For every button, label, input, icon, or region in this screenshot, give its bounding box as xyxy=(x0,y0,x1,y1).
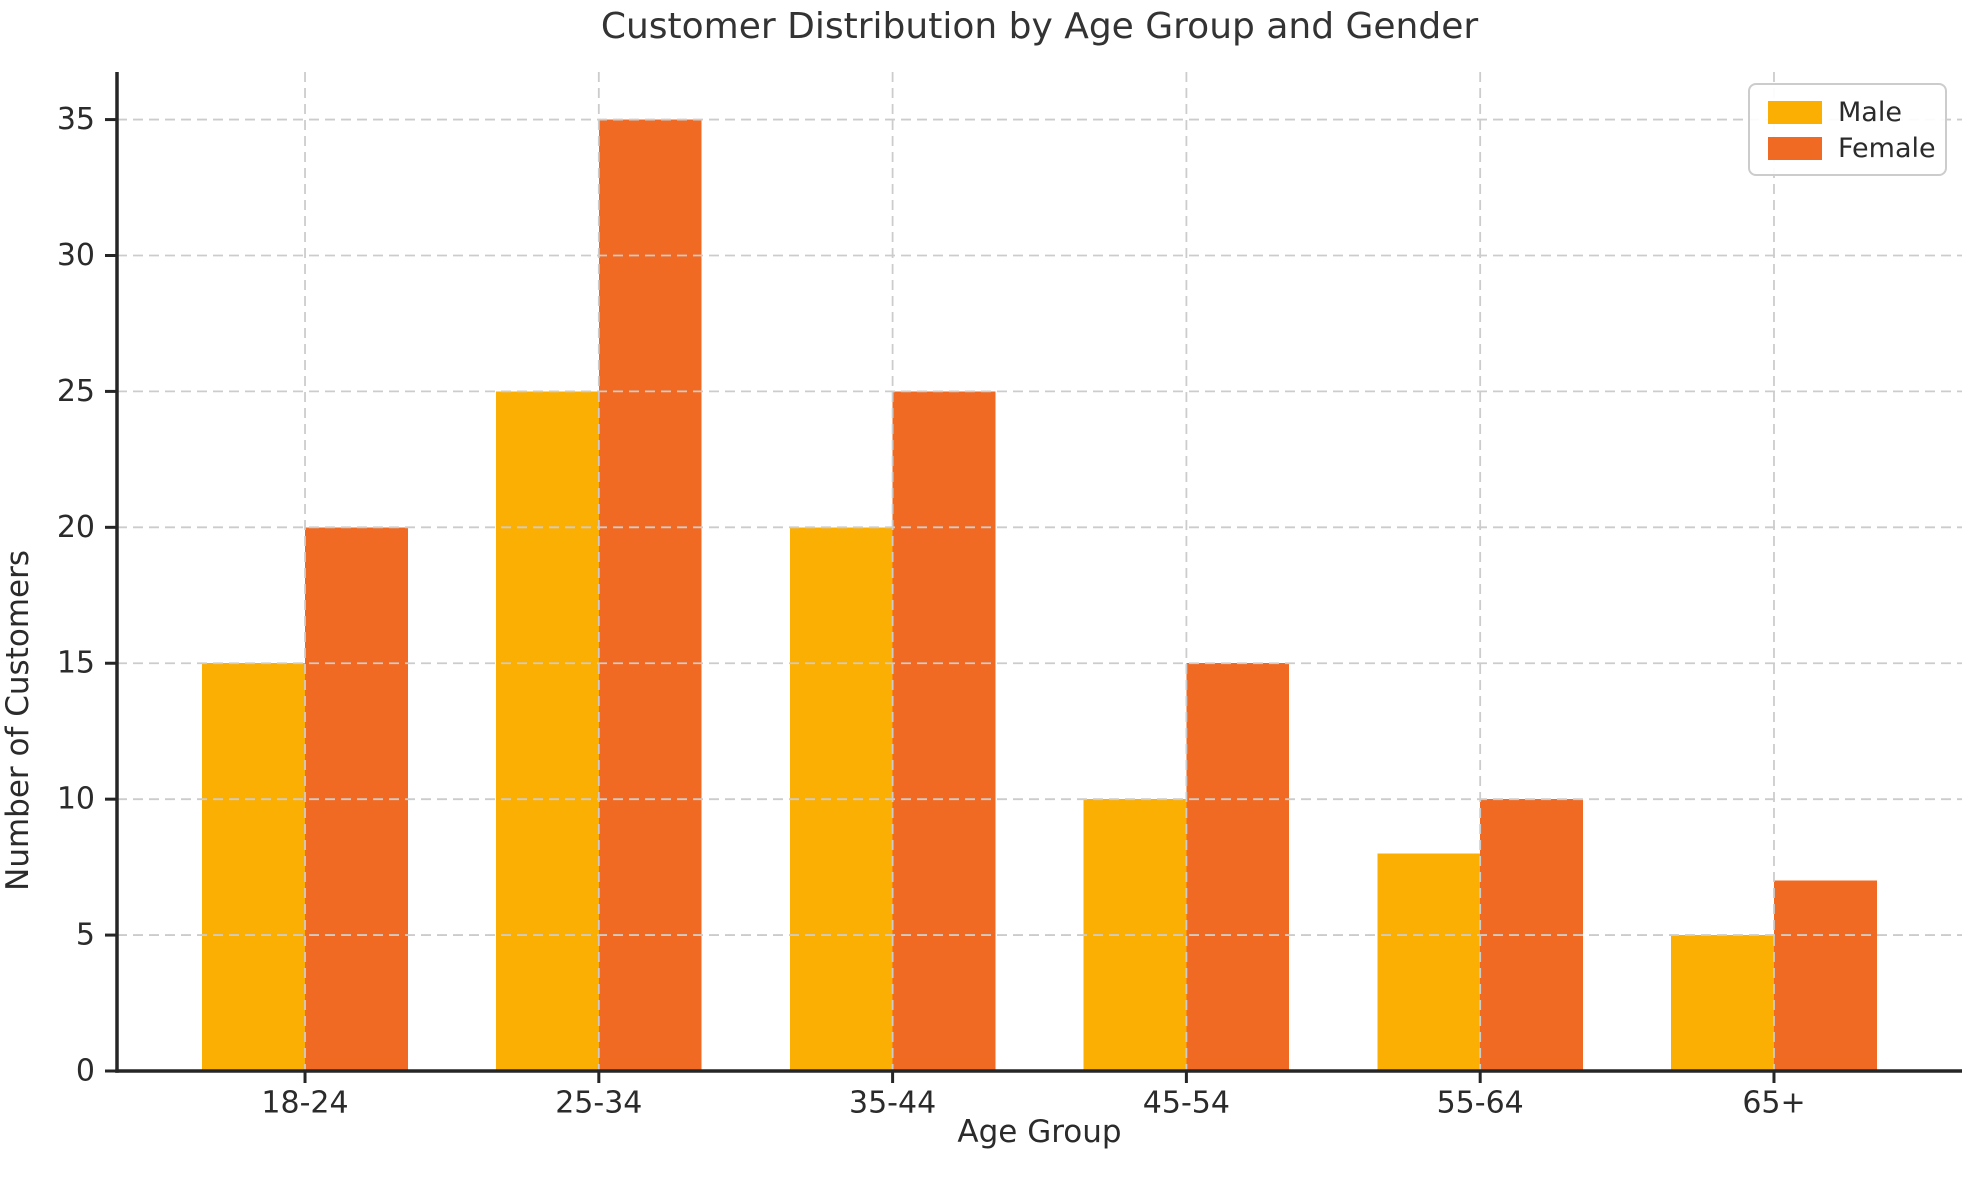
bar-male-18-24 xyxy=(202,663,306,1071)
y-tick-label-10: 10 xyxy=(57,782,95,817)
bar-male-25-34 xyxy=(495,391,599,1071)
legend-item-female: Female xyxy=(1768,135,1936,162)
y-axis-label-text: Number of Customers xyxy=(0,549,36,891)
x-tick-label-65+: 65+ xyxy=(1742,1086,1805,1121)
grid-layer xyxy=(117,72,1962,1071)
x-tick-label-18-24: 18-24 xyxy=(261,1086,348,1121)
legend-label-male: Male xyxy=(1838,97,1902,129)
y-tick-label-20: 20 xyxy=(57,510,95,545)
bar-male-65+ xyxy=(1671,935,1774,1071)
bar-female-35-44 xyxy=(892,391,996,1071)
legend-label-female: Female xyxy=(1838,132,1936,164)
x-axis-label: Age Group xyxy=(957,1114,1122,1150)
x-tick-label-45-54: 45-54 xyxy=(1143,1086,1230,1121)
bar-female-25-34 xyxy=(598,119,702,1072)
x-tick-label-35-44: 35-44 xyxy=(849,1086,936,1121)
x-tick-label-55-64: 55-64 xyxy=(1437,1086,1524,1121)
y-tick-label-0: 0 xyxy=(76,1054,95,1089)
bars-layer xyxy=(202,119,1877,1072)
bar-female-65+ xyxy=(1773,880,1877,1071)
x-tick-label-25-34: 25-34 xyxy=(555,1086,642,1121)
axes-layer xyxy=(105,72,1962,1083)
y-tick-label-30: 30 xyxy=(57,238,95,273)
bar-male-55-64 xyxy=(1377,853,1481,1071)
bar-female-45-54 xyxy=(1186,663,1290,1071)
tick-labels-layer: 0 5 10 15 20 25 30 35 18-24 25-34 35-44 45-54 55-64 6… xyxy=(57,102,1806,1121)
chart-title: Customer Distribution by Age Group and G… xyxy=(600,6,1479,47)
y-tick-label-25: 25 xyxy=(57,374,95,409)
y-tick-label-15: 15 xyxy=(57,646,95,681)
legend-item-male: Male xyxy=(1768,99,1931,126)
male-color-swatch xyxy=(1768,101,1822,125)
female-color-swatch xyxy=(1768,136,1822,160)
legend: Male Female xyxy=(1748,83,1947,176)
y-tick-label-5: 5 xyxy=(76,918,95,953)
y-tick-label-35: 35 xyxy=(57,102,95,137)
